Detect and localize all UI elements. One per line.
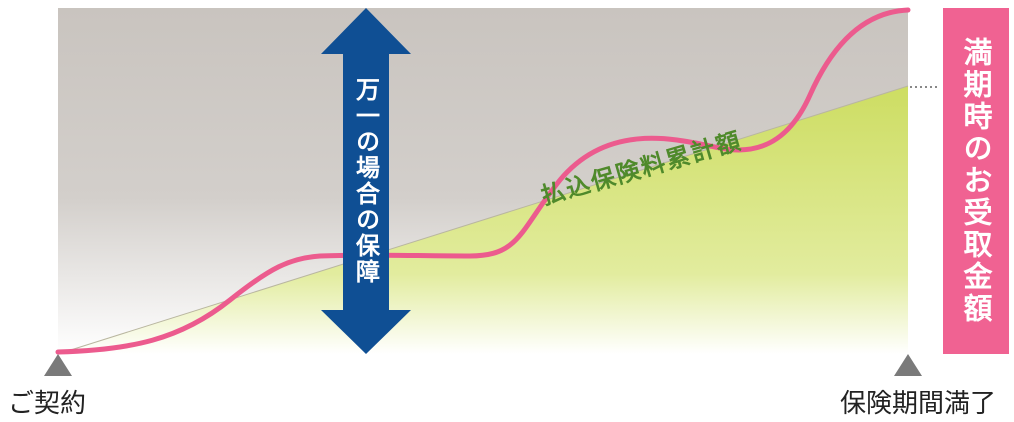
end-marker	[894, 354, 922, 376]
coverage-label: 万一の場合の保障	[351, 77, 380, 285]
policy-end-label: 保険期間満了	[839, 389, 996, 419]
paid-premium-line	[57, 85, 909, 355]
start-marker	[44, 354, 72, 376]
maturity-label: 満期時のお受取金額	[959, 37, 993, 325]
arrow-label-box: 万一の場合の保障	[344, 70, 388, 292]
coverage-arrow	[321, 8, 411, 354]
maturity-box: 満期時のお受取金額	[943, 8, 1009, 354]
contract-start-label: ご契約	[8, 389, 87, 419]
policy-value-curve	[55, 7, 911, 355]
